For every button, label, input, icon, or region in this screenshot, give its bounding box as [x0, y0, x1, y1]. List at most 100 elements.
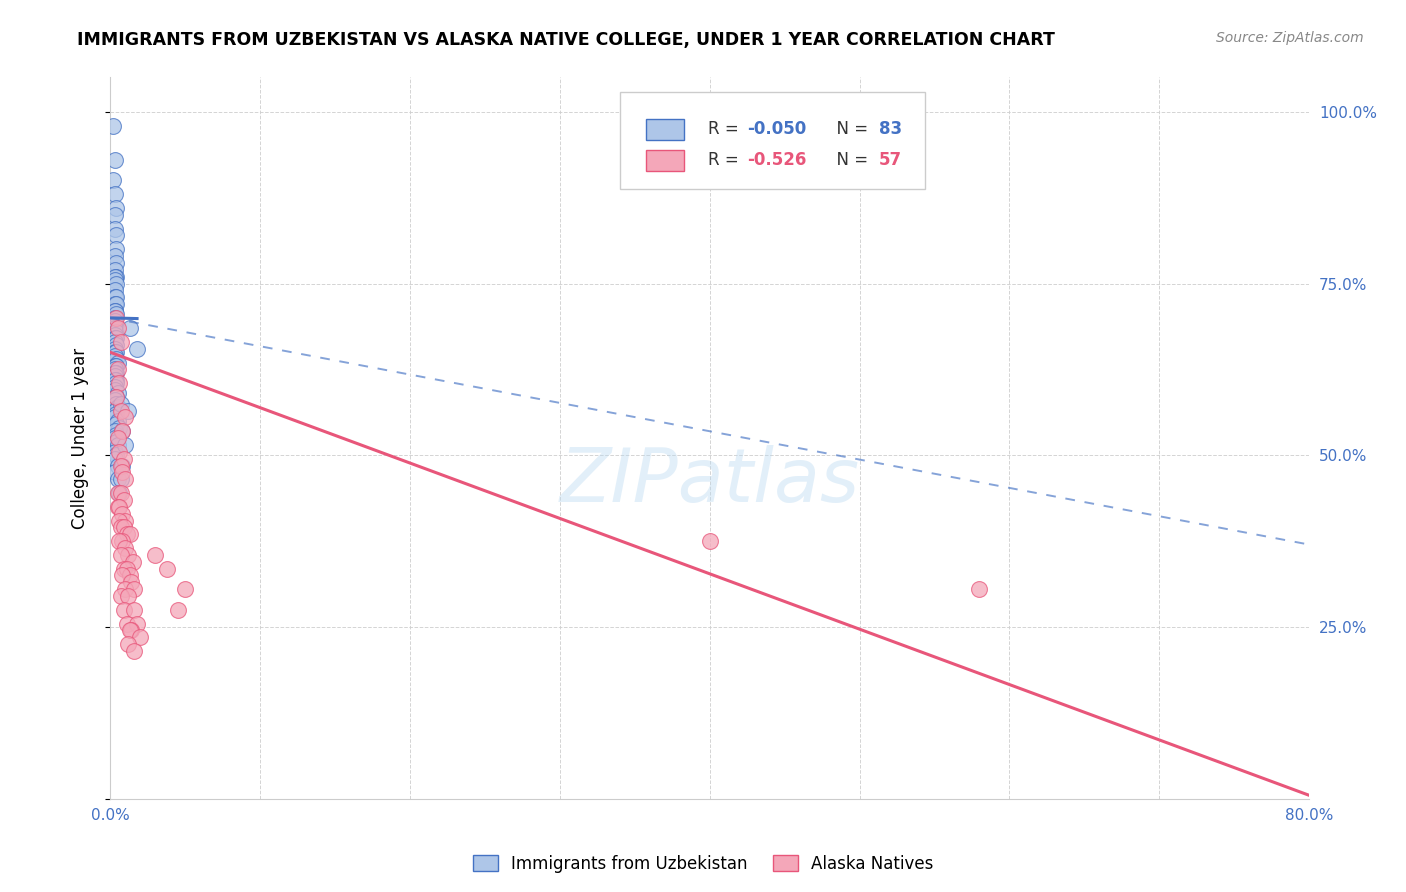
Point [101, 119, 124, 133]
Point [110, 486, 132, 500]
Point [108, 421, 131, 435]
Point [111, 534, 134, 549]
Point [105, 373, 128, 387]
Point [103, 403, 125, 417]
Point [112, 561, 135, 575]
Point [103, 221, 125, 235]
Point [112, 492, 135, 507]
Point [118, 321, 141, 335]
Point [115, 616, 138, 631]
Point [108, 486, 131, 500]
Point [105, 376, 128, 391]
Point [114, 410, 136, 425]
Point [111, 424, 134, 438]
Point [120, 575, 142, 590]
Point [103, 349, 125, 363]
Point [112, 603, 135, 617]
Point [103, 314, 125, 328]
Point [103, 410, 125, 425]
Point [110, 589, 132, 603]
Point [112, 451, 135, 466]
Point [103, 208, 125, 222]
Point [103, 451, 125, 466]
Text: R =: R = [709, 152, 744, 169]
Point [107, 500, 129, 514]
Point [103, 328, 125, 343]
Point [105, 359, 128, 373]
Point [110, 403, 132, 417]
Point [110, 458, 132, 473]
Point [107, 400, 129, 414]
Point [110, 397, 132, 411]
Point [105, 366, 128, 380]
Text: -0.050: -0.050 [747, 120, 806, 138]
Point [103, 310, 125, 325]
Point [101, 173, 124, 187]
Point [108, 500, 131, 514]
Point [105, 434, 128, 449]
Point [105, 352, 128, 367]
Point [103, 297, 125, 311]
Point [103, 334, 125, 349]
Point [143, 548, 166, 562]
Point [107, 431, 129, 445]
Point [105, 201, 128, 215]
Point [105, 427, 128, 442]
Point [108, 445, 131, 459]
Point [111, 466, 134, 480]
Point [103, 290, 125, 304]
Text: N =: N = [825, 152, 873, 169]
Point [103, 362, 125, 376]
Point [105, 397, 128, 411]
Point [110, 548, 132, 562]
Point [111, 568, 134, 582]
Point [103, 359, 125, 373]
Text: ZIPatlas: ZIPatlas [560, 445, 859, 517]
Point [105, 269, 128, 284]
Point [105, 390, 128, 404]
Point [105, 310, 128, 325]
Point [107, 355, 129, 369]
Point [122, 603, 145, 617]
Point [103, 342, 125, 356]
Point [105, 228, 128, 243]
Point [105, 331, 128, 345]
Point [114, 541, 136, 555]
Point [120, 624, 142, 638]
Point [105, 318, 128, 332]
Point [114, 472, 136, 486]
Point [103, 249, 125, 263]
Point [108, 376, 131, 391]
Point [118, 568, 141, 582]
Point [115, 527, 138, 541]
Point [103, 393, 125, 408]
Point [107, 472, 129, 486]
Point [103, 445, 125, 459]
Point [107, 486, 129, 500]
Point [117, 403, 139, 417]
Point [103, 431, 125, 445]
Y-axis label: College, Under 1 year: College, Under 1 year [72, 348, 89, 529]
Point [105, 297, 128, 311]
Point [114, 514, 136, 528]
Point [122, 582, 145, 597]
Legend: Immigrants from Uzbekistan, Alaska Natives: Immigrants from Uzbekistan, Alaska Nativ… [465, 848, 941, 880]
Point [118, 527, 141, 541]
Text: 57: 57 [879, 152, 901, 169]
Point [105, 325, 128, 339]
Point [103, 379, 125, 393]
Point [103, 284, 125, 298]
Point [103, 269, 125, 284]
Point [105, 242, 128, 256]
Point [111, 507, 134, 521]
Point [107, 321, 129, 335]
Point [103, 304, 125, 318]
Point [156, 561, 179, 575]
Point [103, 369, 125, 384]
Point [115, 561, 138, 575]
Point [103, 153, 125, 167]
Point [129, 630, 152, 644]
Point [107, 438, 129, 452]
Point [969, 582, 991, 597]
Point [108, 534, 131, 549]
